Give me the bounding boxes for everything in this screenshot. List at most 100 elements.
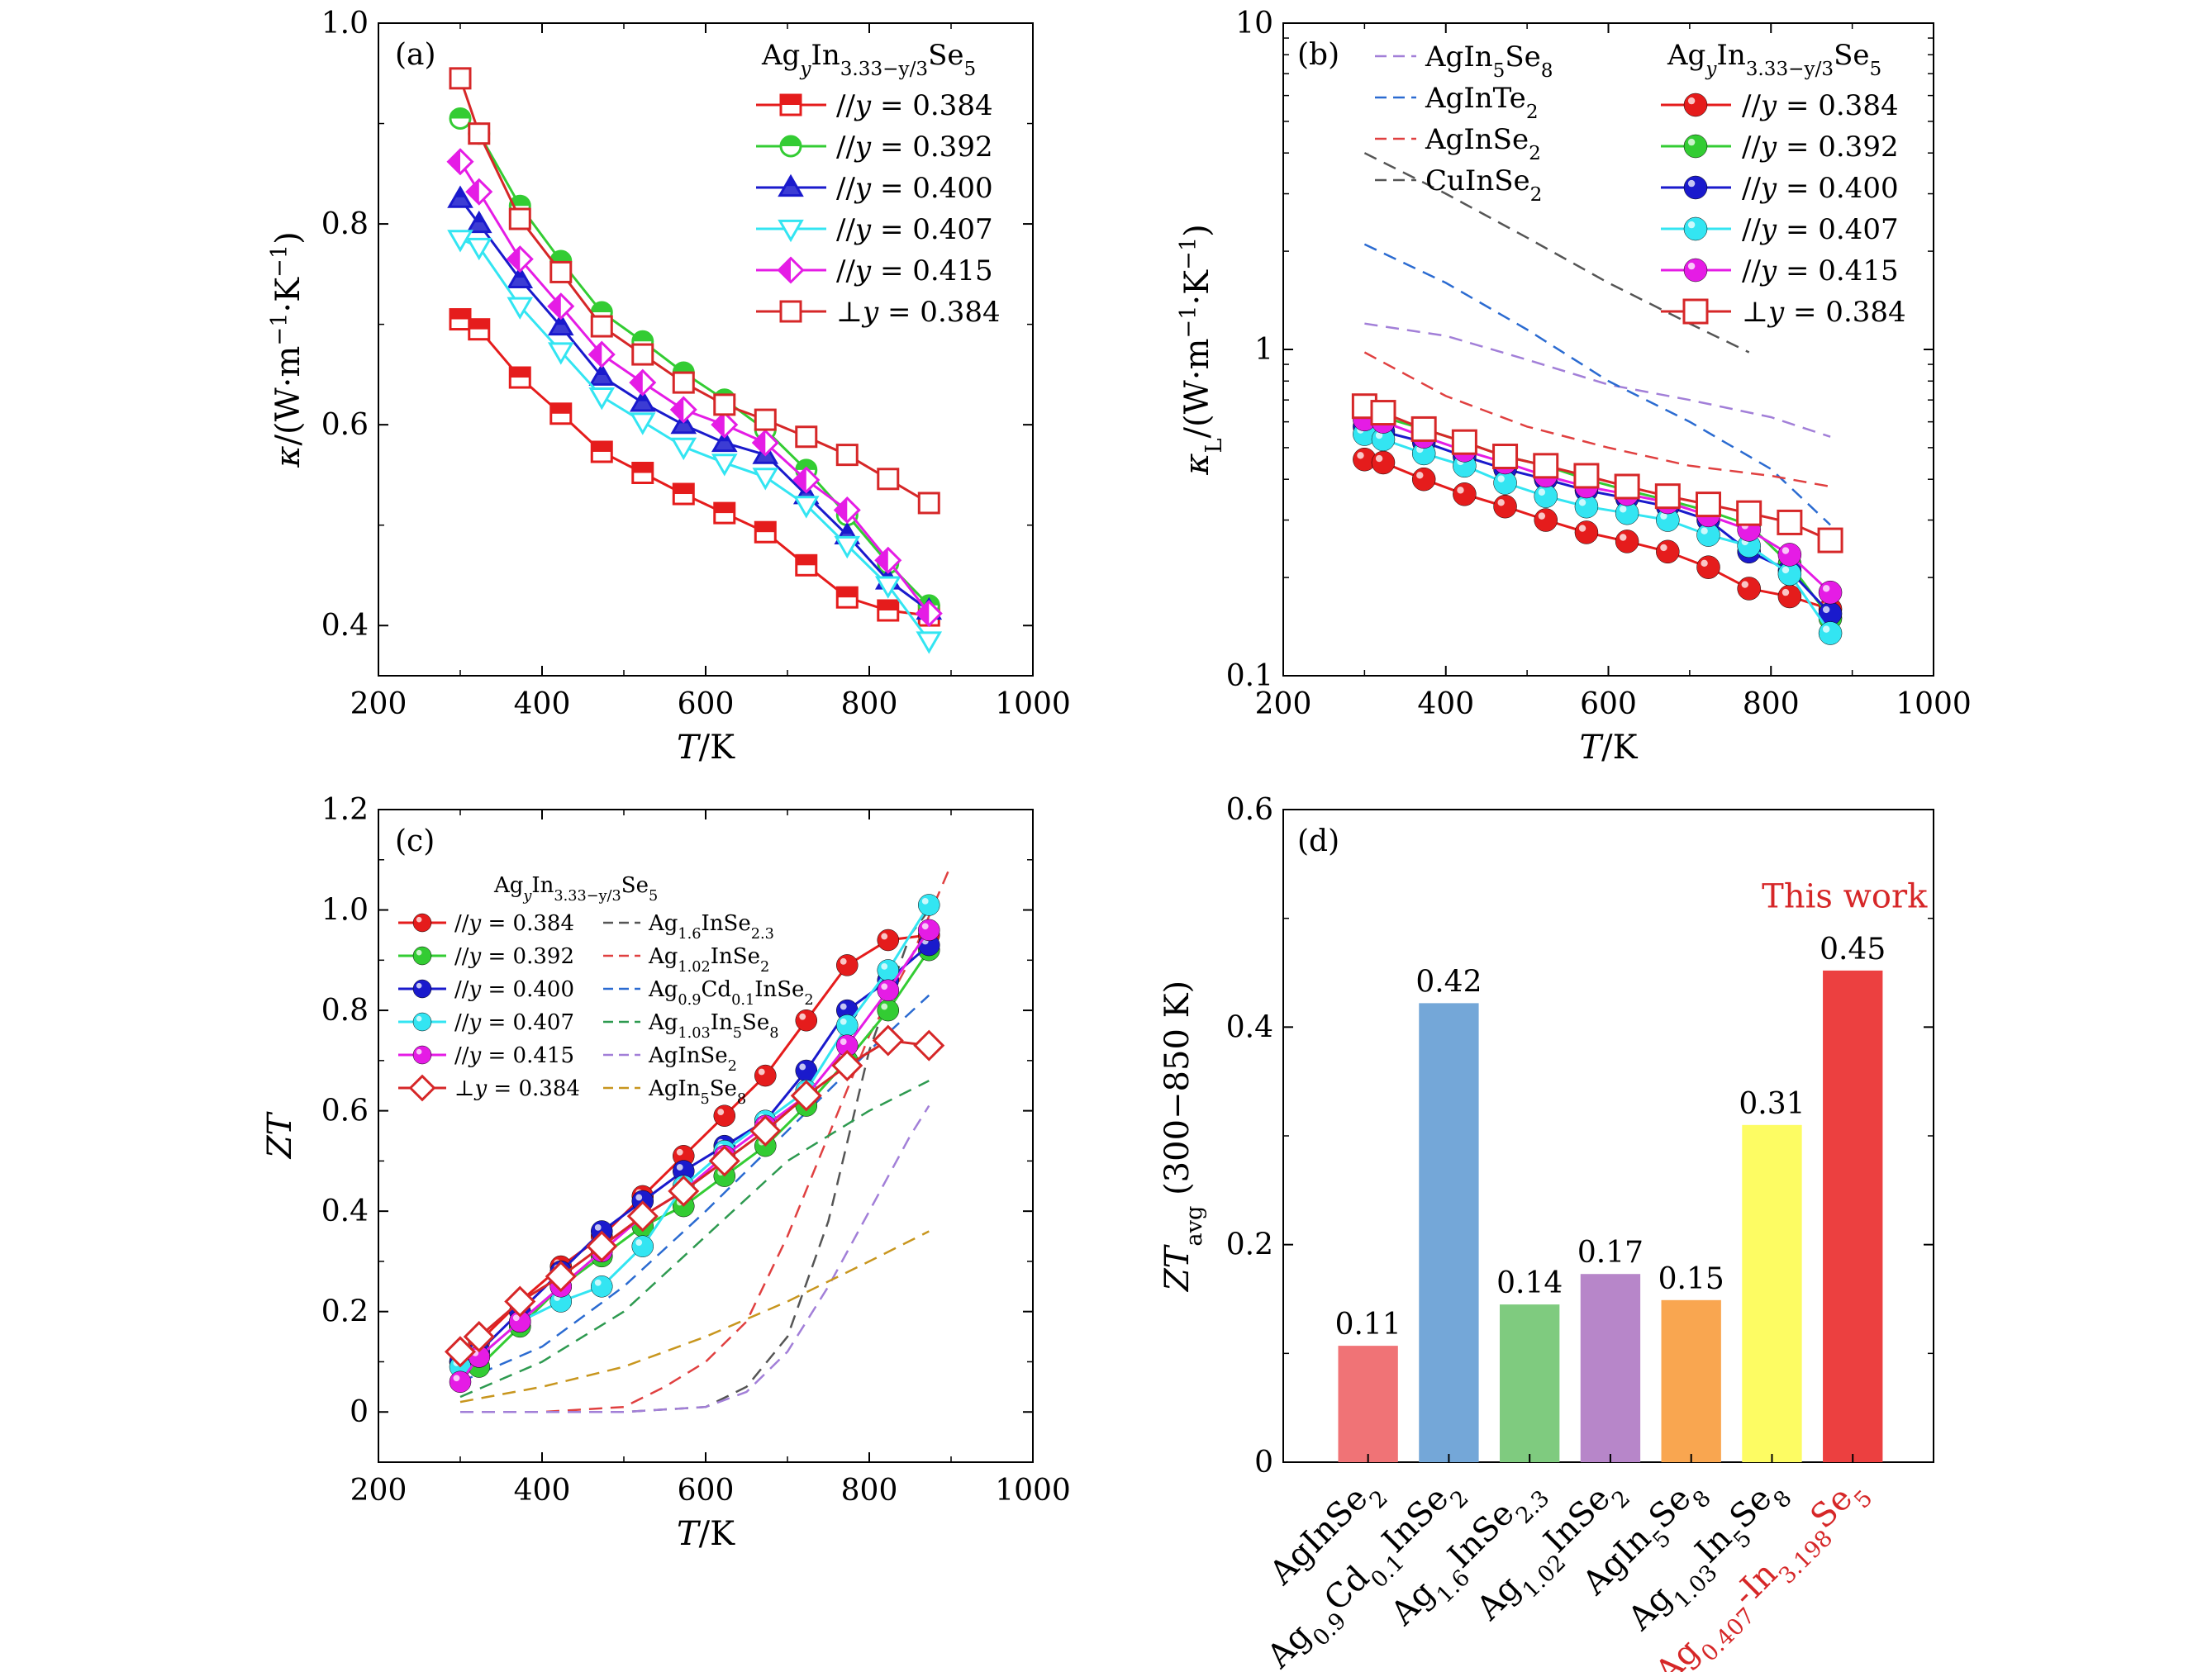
legend-label-y-0-415: //y = 0.415 [454, 1043, 574, 1068]
text-part: −1 [1176, 237, 1201, 270]
data-point-y-0-384-623-fill [714, 503, 735, 514]
text-part: = 0.400 [1777, 172, 1898, 205]
legend-label-y-0-415: //y = 0.415 [836, 254, 993, 287]
text-part: 2 [760, 959, 769, 976]
bar-value-label-ag1-02inse2: 0.17 [1577, 1236, 1644, 1270]
data-point-y-0-407-873 [916, 631, 943, 654]
series-line-aginte2 [1363, 243, 1831, 526]
text-part: InSe [711, 944, 760, 969]
data-point-y-0-392-423-fill [550, 251, 571, 262]
bar-value-label-ag0-9cd0-1inse2: 0.42 [1415, 965, 1482, 999]
text-part: Se [710, 1076, 737, 1101]
legend-title: AgyIn3.33−y/3Se5 [761, 39, 976, 80]
legend-title: AgyIn3.33−y/3Se5 [493, 873, 658, 905]
text-part: = 0.384 [487, 1076, 580, 1101]
data-point-y-0-384-773 [1737, 577, 1761, 601]
bar-value-label-ag1-6inse2-3: 0.14 [1496, 1266, 1563, 1300]
data-point-y-0-407-573-shine [1578, 499, 1586, 506]
data-point-y-0-415-523-fill [630, 370, 643, 395]
text-part: Ag [648, 1010, 678, 1035]
data-point-y-0-384-323 [1371, 450, 1396, 475]
data-point-y-0-415-773-fill [835, 498, 848, 522]
text-part: Ag [1648, 1632, 1707, 1672]
y-tick-label-0.4: 0.4 [321, 609, 369, 643]
data-point-y-0-384-373-fill [510, 368, 530, 378]
x-tick-label-600: 600 [1580, 687, 1637, 721]
text-part: // [1742, 131, 1761, 164]
data-point-y-0-415-873-shine [1822, 585, 1830, 592]
text-part: // [836, 89, 855, 122]
x-tick-label-800: 800 [841, 1474, 898, 1508]
data-point-y-0-415-723-fill [794, 468, 806, 492]
legend-label-ag0-9cd0-1inse2: Ag0.9Cd0.1InSe2 [648, 977, 814, 1009]
data-point-y-0-384-300-shine [1357, 452, 1364, 459]
legend-label-y-0-392: //y = 0.392 [454, 944, 574, 969]
legend-label-agin5se8: AgIn5Se8 [1425, 40, 1553, 82]
data-point-y-0-392-300-fill [450, 108, 470, 119]
panel-label: (a) [395, 38, 436, 72]
text-part: CuInSe [1425, 164, 1530, 197]
data-point-y-0-384-473 [586, 1230, 618, 1262]
data-point-y-0-415-873 [918, 919, 940, 942]
text-part: 0.1 [731, 992, 754, 1009]
data-point-y-0-392-473-fill [592, 302, 612, 313]
data-point-y-0-384-673-fill [755, 522, 776, 533]
data-point-y-0-415-873-shine [921, 923, 929, 930]
data-point-y-0-392-823 [877, 999, 900, 1022]
text-part: = 0.407 [871, 213, 992, 246]
text-part: y [854, 89, 872, 122]
data-point-y-0-415-673-fill [753, 430, 766, 455]
legend-marker-y-0-415-shine [416, 1048, 422, 1055]
data-point-y-0-384-673 [754, 1064, 777, 1087]
text-part: y [469, 1010, 482, 1035]
legend-marker-y-0-400-shine [1687, 179, 1696, 188]
text-part: // [836, 131, 855, 164]
text-part: Ag [1259, 1617, 1319, 1672]
data-point-y-0-415-623-fill [712, 412, 725, 437]
legend-label-y-0-384: //y = 0.384 [454, 911, 574, 936]
data-point-y-0-400-873-shine [1822, 606, 1830, 614]
text-part: 2.3 [751, 926, 774, 943]
data-point-y-0-400-473-fill2 [591, 365, 613, 385]
text-part: 2 [1529, 143, 1541, 164]
data-point-y-0-407-323 [465, 237, 492, 261]
series-line-aginse2 [1363, 351, 1831, 488]
text-part: y [1759, 213, 1777, 246]
data-point-y-0-407-723-shine [1701, 527, 1708, 534]
legend-label-y-0-392: //y = 0.392 [1742, 131, 1899, 164]
text-part: /K [699, 1515, 735, 1553]
text-part: Se [1505, 40, 1540, 74]
text-part: In [811, 39, 840, 72]
data-point-y-0-384-573-shine [1578, 525, 1586, 532]
bar-ag0-407-in3-198se5 [1823, 970, 1883, 1462]
plot-area [1351, 152, 1843, 645]
legend-label-y-0-400: //y = 0.400 [454, 977, 574, 1002]
text-part: 5 [649, 888, 658, 905]
y-tick-label-1.2: 1.2 [321, 793, 369, 827]
data-point-y-0-384-423-fill [550, 403, 571, 414]
text-part: = 0.384 [878, 296, 1000, 329]
data-point-y-0-384-723 [1696, 492, 1722, 518]
legend-marker-y-0-415 [1683, 258, 1708, 283]
text-part: 3.33−y/3 [1746, 59, 1834, 80]
text-part: Ag [1469, 1569, 1529, 1628]
y-tick-label-1: 1.0 [321, 7, 369, 40]
text-part: 5 [733, 1025, 742, 1042]
text-part: ⊥ [454, 1076, 474, 1101]
data-point-y-0-384-873 [917, 492, 940, 515]
plot-area [446, 67, 943, 654]
data-point-y-0-384-823-shine [881, 933, 888, 940]
data-point-y-0-384-723 [795, 1009, 818, 1032]
data-point-y-0-415-873 [1818, 580, 1843, 605]
data-point-y-0-415-823 [877, 979, 900, 1002]
data-point-y-0-384-723-fill [796, 555, 816, 566]
data-point-y-0-392-723-fill [796, 459, 816, 470]
data-point-y-0-384-623 [713, 1104, 736, 1127]
text-part: = 0.415 [1777, 254, 1898, 287]
data-point-y-0-415-323-fill [467, 179, 479, 204]
data-point-y-0-384-523-fill [632, 463, 653, 473]
bar-value-label-aginse2: 0.11 [1335, 1308, 1401, 1342]
legend-marker-y-0-384 [408, 1074, 436, 1102]
series-line-cuinse2 [1363, 152, 1750, 354]
text-part: Ag [648, 911, 678, 936]
